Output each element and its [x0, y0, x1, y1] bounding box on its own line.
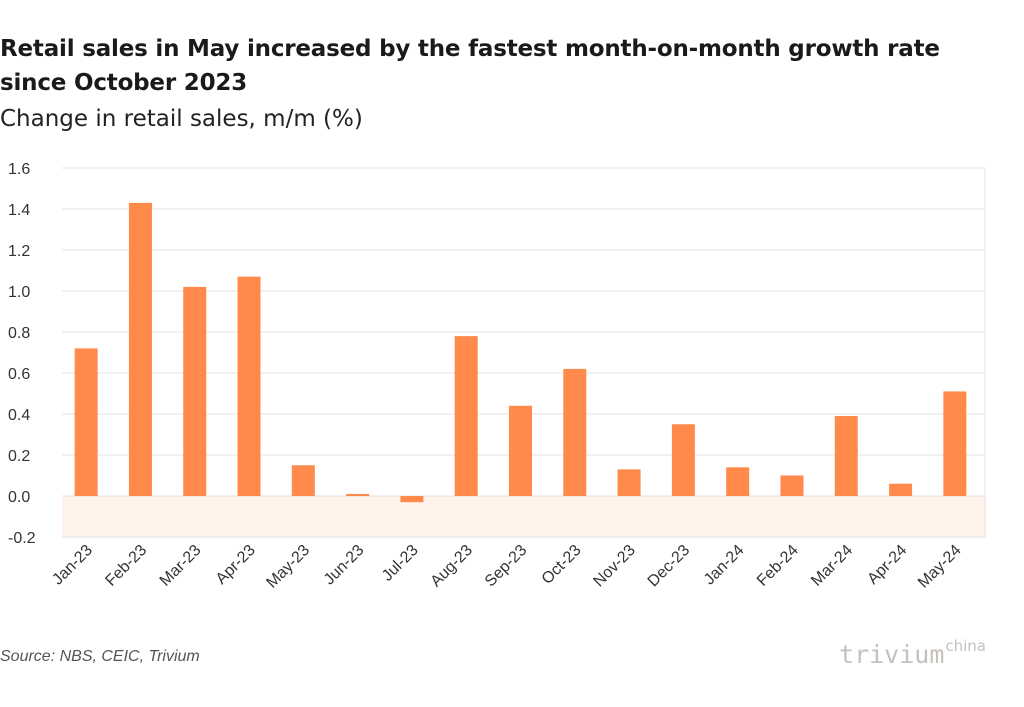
y-tick-label: -0.2: [8, 530, 36, 547]
y-tick-label: 1.2: [8, 243, 30, 260]
x-tick-label: Feb-23: [102, 542, 150, 590]
bar-oct-23: [563, 368, 587, 496]
y-tick-label: 0.0: [8, 489, 30, 506]
x-tick-label: Oct-23: [539, 542, 585, 588]
y-axis-ticks: -0.2 0.0 0.2 0.4 0.6 0.8 1.0 1.2 1.4 1.6: [8, 161, 36, 547]
bar-nov-23: [617, 469, 641, 496]
y-tick-label: 0.8: [8, 325, 30, 342]
gridlines: [62, 167, 986, 538]
logo-superscript: china: [945, 637, 986, 655]
bar-jan-24: [726, 467, 750, 496]
chart-title: Retail sales in May increased by the fas…: [0, 36, 940, 96]
source-note: Source: NBS, CEIC, Trivium: [0, 648, 200, 665]
x-tick-label: Mar-23: [157, 542, 205, 590]
bar-jul-23: [400, 496, 424, 503]
bar-mar-23: [183, 286, 207, 496]
y-tick-label: 1.6: [8, 161, 30, 178]
x-tick-label: May-24: [915, 542, 965, 592]
trivium-china-logo: triviumchina: [839, 632, 986, 672]
y-tick-label: 0.6: [8, 366, 30, 383]
bar-dec-23: [671, 424, 695, 496]
x-tick-label: Sep-23: [482, 542, 531, 591]
bar-feb-23: [128, 202, 152, 496]
logo-wordmark: trivium: [839, 640, 945, 669]
x-tick-label: Jan-24: [701, 542, 748, 589]
bar-apr-24: [889, 483, 913, 496]
x-tick-label: Apr-24: [864, 542, 910, 588]
bar-feb-24: [780, 475, 804, 496]
x-tick-label: Dec-23: [645, 542, 694, 591]
y-tick-label: 0.2: [8, 448, 30, 465]
x-tick-label: Mar-24: [808, 542, 856, 590]
negative-region-band: [62, 496, 985, 537]
bar-sep-23: [509, 405, 532, 496]
y-tick-label: 0.4: [8, 407, 30, 424]
x-tick-label: Jun-23: [321, 542, 368, 589]
x-tick-label: Aug-23: [428, 542, 477, 591]
x-tick-label: Jan-23: [49, 542, 96, 589]
plot-background: [62, 496, 985, 537]
x-tick-label: Feb-24: [754, 542, 802, 590]
x-axis-ticks: Jan-23 Feb-23 Mar-23 Apr-23 May-23 Jun-23 Jul-…: [49, 542, 964, 592]
y-tick-label: 1.4: [8, 202, 30, 219]
x-tick-label: May-23: [263, 542, 313, 592]
bar-may-23: [291, 465, 315, 496]
bar-jun-23: [346, 493, 370, 496]
chart-subtitle: Change in retail sales, m/m (%): [0, 106, 363, 132]
x-tick-label: Apr-23: [213, 542, 259, 588]
bar-mar-24: [834, 416, 858, 496]
x-tick-label: Jul-23: [379, 542, 422, 585]
bar-apr-23: [237, 276, 261, 496]
bar-jan-23: [74, 348, 98, 496]
bars: [74, 202, 967, 503]
y-tick-label: 1.0: [8, 284, 30, 301]
bar-aug-23: [454, 336, 478, 496]
bar-may-24: [943, 391, 967, 496]
bar-chart: -0.20.00.20.40.60.81.01.21.41.6 Jan-23 Fe…: [8, 161, 986, 592]
x-tick-label: Nov-23: [590, 542, 639, 591]
